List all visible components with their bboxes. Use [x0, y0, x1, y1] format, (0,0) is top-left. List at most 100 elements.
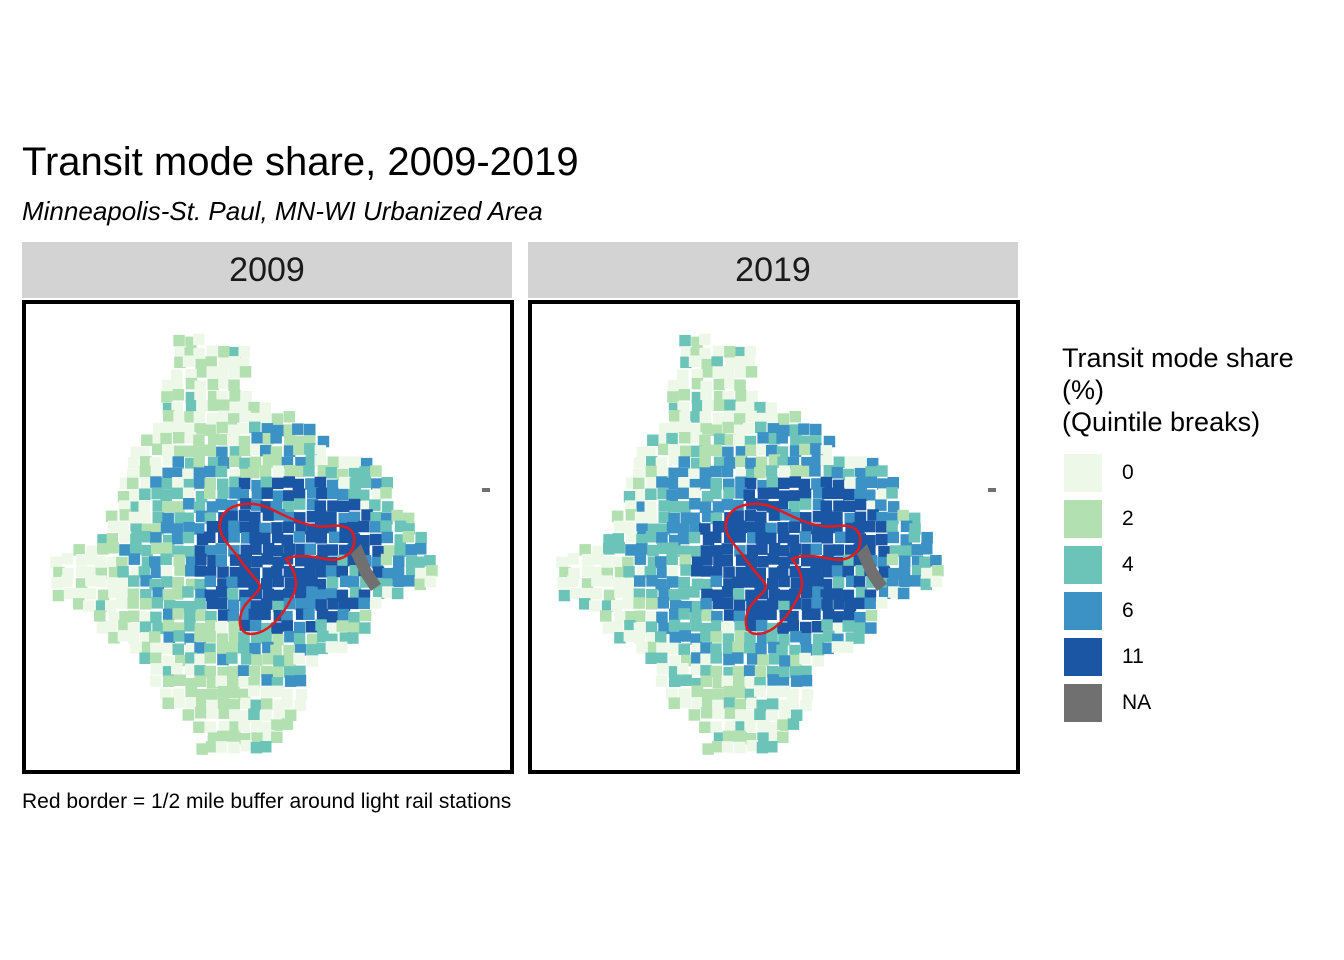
census-tract — [217, 410, 230, 422]
census-tract — [182, 487, 195, 499]
census-tract — [239, 366, 252, 378]
census-tract — [658, 622, 670, 635]
census-tract — [173, 334, 185, 347]
census-tract — [666, 542, 679, 554]
census-tract — [129, 543, 142, 555]
census-tract — [743, 642, 756, 654]
census-tract — [339, 575, 352, 588]
census-tract — [227, 677, 239, 689]
census-tract — [623, 588, 636, 600]
census-tract — [118, 620, 130, 632]
census-tract — [790, 654, 802, 667]
census-tract — [359, 476, 372, 488]
census-tract — [206, 345, 219, 358]
census-tract — [745, 366, 758, 378]
census-tract — [228, 531, 240, 543]
census-tract — [239, 565, 251, 577]
na-area — [351, 544, 381, 591]
census-tract — [118, 577, 131, 590]
census-tract — [801, 456, 813, 469]
census-tract — [713, 555, 725, 567]
census-tract — [172, 643, 184, 655]
census-tract — [712, 366, 724, 378]
census-tract — [171, 380, 183, 393]
census-tract — [130, 501, 142, 513]
census-tract — [96, 622, 109, 634]
census-tract — [97, 543, 109, 555]
census-tract — [611, 510, 624, 523]
census-tract — [162, 619, 175, 632]
census-tract — [259, 522, 271, 535]
census-tract — [755, 412, 767, 425]
census-tract — [778, 600, 791, 613]
census-tract — [647, 523, 660, 536]
census-tract — [788, 521, 801, 533]
census-tract — [690, 612, 702, 624]
census-tract — [723, 666, 735, 679]
census-tract — [646, 611, 658, 623]
census-tract — [713, 732, 726, 744]
census-tract — [271, 531, 284, 544]
census-tract — [668, 512, 680, 525]
census-tract — [162, 501, 174, 513]
census-tract — [206, 699, 218, 712]
census-tract — [878, 545, 890, 558]
census-tract — [567, 553, 580, 565]
census-tract — [799, 443, 811, 456]
census-tract — [744, 401, 757, 413]
census-tract — [141, 434, 153, 446]
census-tract — [402, 531, 415, 543]
census-tract — [777, 685, 789, 698]
census-tract — [84, 588, 97, 600]
census-tract — [754, 666, 767, 678]
census-tract — [185, 600, 198, 613]
census-tract — [184, 457, 197, 470]
census-tract — [636, 534, 648, 546]
census-tract — [755, 619, 768, 632]
census-tract — [757, 487, 770, 500]
census-tract — [259, 608, 271, 620]
census-tract — [833, 456, 846, 468]
census-tract — [228, 741, 240, 754]
census-tract — [204, 545, 217, 557]
census-tract — [768, 729, 781, 742]
census-tract — [822, 642, 834, 655]
census-tract — [217, 578, 229, 590]
census-tract — [272, 575, 284, 588]
census-tract — [668, 619, 681, 632]
census-tract — [229, 346, 241, 359]
census-tract — [305, 556, 318, 568]
census-tract — [183, 478, 196, 491]
census-tract — [238, 477, 251, 490]
census-tract — [778, 465, 791, 477]
census-tract — [688, 355, 701, 367]
census-tract — [327, 622, 340, 635]
census-tract — [721, 586, 734, 598]
census-tract — [767, 487, 780, 499]
census-tract — [845, 522, 857, 535]
census-tract — [171, 588, 184, 600]
census-tract — [306, 523, 319, 535]
census-tract — [295, 608, 308, 620]
census-tract — [755, 511, 767, 524]
census-tract — [679, 630, 691, 642]
census-tract — [700, 597, 712, 610]
census-tract — [339, 522, 351, 535]
census-tract — [262, 542, 275, 555]
census-tract — [85, 575, 97, 587]
census-tract — [171, 369, 183, 381]
census-tract — [734, 531, 746, 543]
census-tract — [789, 424, 801, 436]
census-tract — [589, 600, 601, 612]
census-tract — [724, 357, 737, 369]
census-tract — [757, 479, 769, 492]
census-tract — [314, 476, 327, 489]
census-tract — [240, 740, 253, 752]
census-tract — [251, 479, 263, 492]
census-tract — [744, 435, 757, 448]
census-tract — [744, 477, 757, 490]
census-tract — [150, 476, 162, 488]
census-tract — [260, 578, 273, 590]
census-tract — [812, 498, 825, 511]
census-tract — [669, 631, 681, 643]
